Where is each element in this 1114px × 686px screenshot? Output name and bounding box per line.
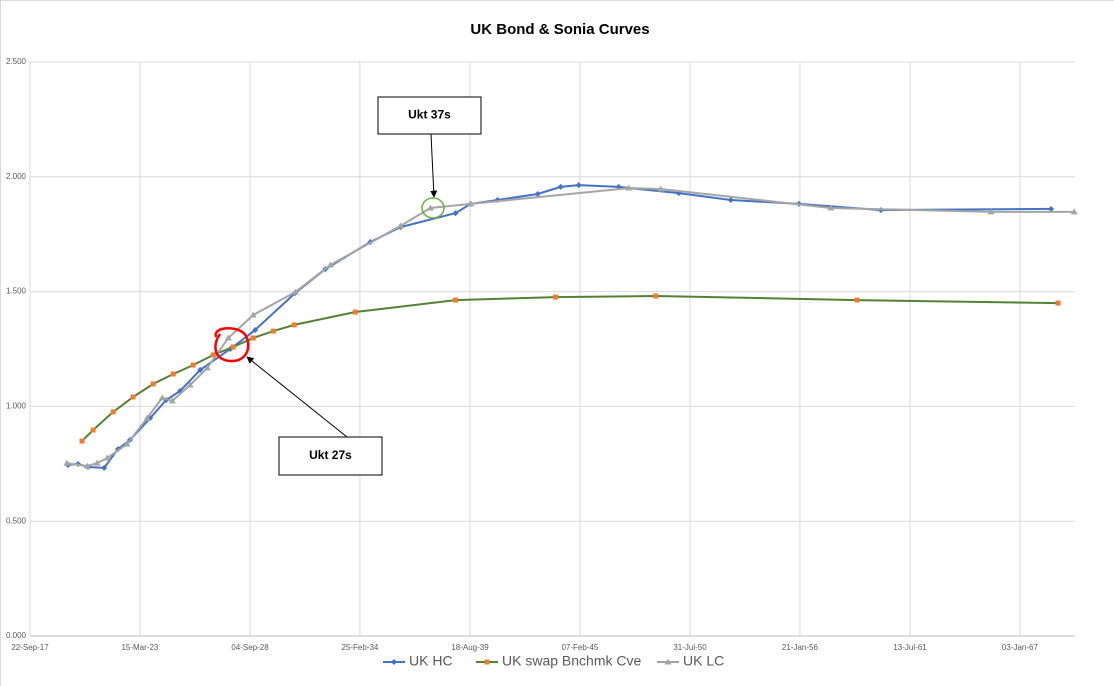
marker: [270, 328, 276, 334]
marker: [79, 438, 85, 444]
marker: [190, 362, 196, 368]
y-tick-label: 0.000: [6, 631, 27, 640]
marker: [452, 210, 459, 217]
marker: [854, 297, 860, 303]
legend-marker: [484, 659, 490, 665]
y-tick-label: 1.500: [6, 287, 27, 296]
marker: [168, 397, 176, 404]
marker: [326, 261, 334, 268]
y-tick-label: 1.000: [6, 402, 27, 411]
marker: [63, 459, 71, 466]
marker: [397, 222, 405, 229]
y-tick-label: 2.500: [6, 57, 27, 66]
marker: [170, 371, 176, 377]
marker: [534, 191, 541, 198]
marker: [467, 200, 475, 207]
x-tick-label: 18-Aug-39: [451, 643, 489, 652]
x-tick-label: 03-Jan-67: [1002, 643, 1039, 652]
marker: [1055, 300, 1061, 306]
marker: [103, 454, 111, 461]
legend-marker: [391, 659, 397, 665]
marker: [827, 204, 835, 211]
y-tick-label: 2.000: [6, 172, 27, 181]
series-line: [81, 294, 1059, 442]
marker: [123, 440, 131, 447]
annotation-arrow: [430, 133, 438, 198]
marker: [83, 462, 91, 469]
y-tick-label: 0.500: [6, 516, 27, 525]
highlight-circle: [421, 197, 445, 219]
annotation-box: [377, 96, 482, 135]
marker: [93, 459, 101, 466]
marker: [252, 326, 259, 333]
marker: [625, 184, 633, 191]
marker: [143, 414, 151, 421]
x-tick-label: 15-Mar-23: [121, 643, 158, 652]
marker: [557, 183, 564, 190]
series-line: [66, 187, 1075, 468]
x-tick-label: 25-Feb-34: [341, 643, 378, 652]
marker: [203, 364, 211, 371]
marker: [1048, 205, 1055, 212]
marker: [110, 409, 116, 415]
chart-title: UK Bond & Sonia Curves: [470, 21, 649, 38]
highlight-circle: [214, 327, 250, 363]
marker: [987, 208, 995, 215]
marker: [291, 322, 297, 328]
marker: [158, 394, 166, 401]
legend-label: UK swap Bnchmk Cve: [502, 653, 641, 669]
marker: [186, 381, 194, 388]
marker: [150, 381, 156, 387]
annotation-text: Ukt 27s: [309, 448, 352, 462]
annotation-text: Ukt 37s: [408, 108, 451, 122]
marker: [197, 366, 204, 373]
annotation-arrow: [246, 356, 348, 438]
marker: [230, 344, 236, 350]
x-tick-label: 13-Jul-61: [893, 643, 927, 652]
legend-label: UK LC: [683, 653, 724, 669]
marker: [224, 334, 232, 341]
x-tick-label: 21-Jan-56: [782, 643, 819, 652]
x-tick-label: 07-Feb-45: [561, 643, 598, 652]
legend-label: UK HC: [409, 653, 453, 669]
marker: [1070, 208, 1078, 215]
marker: [101, 464, 108, 471]
marker: [250, 335, 256, 341]
marker: [291, 288, 299, 295]
marker: [90, 427, 96, 433]
marker: [653, 293, 659, 299]
x-tick-label: 31-Jul-50: [673, 643, 707, 652]
marker: [575, 182, 582, 189]
marker: [210, 352, 216, 358]
annotation-box: [278, 436, 383, 476]
x-tick-label: 22-Sep-17: [11, 643, 49, 652]
marker: [249, 311, 257, 318]
x-tick-label: 04-Sep-28: [231, 643, 269, 652]
marker: [453, 297, 459, 303]
marker: [426, 204, 434, 211]
marker: [130, 394, 136, 400]
marker: [727, 196, 734, 203]
marker: [553, 294, 559, 300]
legend-marker: [664, 658, 672, 665]
marker: [657, 185, 665, 192]
marker: [352, 309, 358, 315]
